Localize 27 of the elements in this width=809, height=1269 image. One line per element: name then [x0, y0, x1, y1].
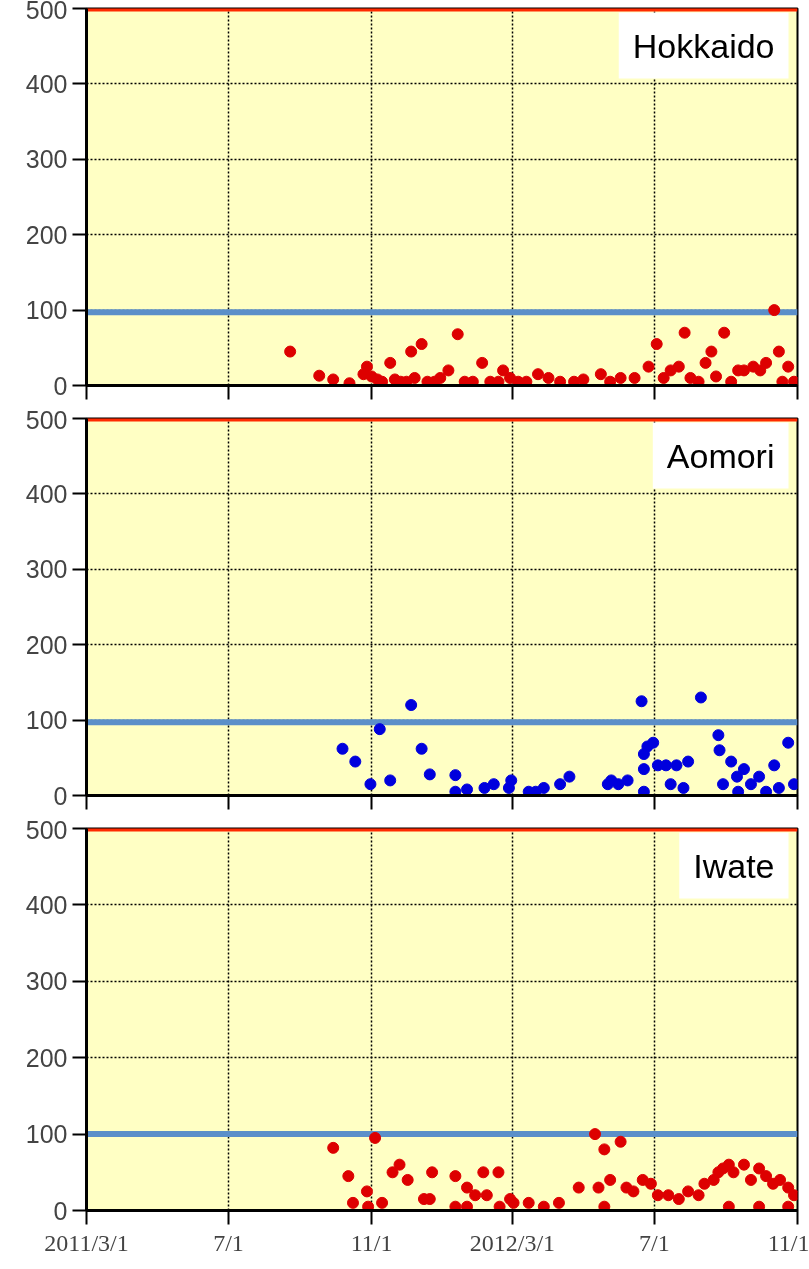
x-tick-label: 7/1 [639, 1229, 670, 1256]
x-tick-label: 7/1 [213, 1229, 244, 1256]
x-tick-label: 11/1 [767, 1229, 809, 1256]
y-tick-label: 200 [25, 220, 68, 249]
y-tick-label: 300 [25, 145, 68, 174]
y-tick-label: 400 [25, 890, 68, 919]
y-tick-label: 300 [25, 555, 68, 584]
y-tick-label: 0 [53, 1196, 68, 1225]
x-tick-label: 2011/3/1 [44, 1229, 129, 1256]
y-tick-label: 400 [25, 479, 68, 508]
y-tick-label: 500 [25, 815, 68, 844]
y-tick-label: 200 [25, 1043, 68, 1072]
annotation: Iwate [693, 846, 775, 885]
y-tick-label: 100 [25, 706, 68, 735]
y-tick-label: 0 [53, 781, 68, 810]
y-tick-label: 500 [25, 0, 68, 24]
y-tick-label: 100 [25, 296, 68, 325]
x-tick-label: 11/1 [350, 1229, 393, 1256]
annotation: Aomori [666, 436, 775, 475]
x-tick-label: 2012/3/1 [469, 1229, 556, 1256]
y-tick-label: 200 [25, 630, 68, 659]
y-tick-label: 400 [25, 69, 68, 98]
annotation: Hokkaido [632, 26, 775, 65]
y-tick-label: 500 [25, 405, 68, 434]
y-tick-label: 0 [53, 371, 68, 400]
y-tick-label: 100 [25, 1120, 68, 1149]
y-tick-label: 300 [25, 967, 68, 996]
